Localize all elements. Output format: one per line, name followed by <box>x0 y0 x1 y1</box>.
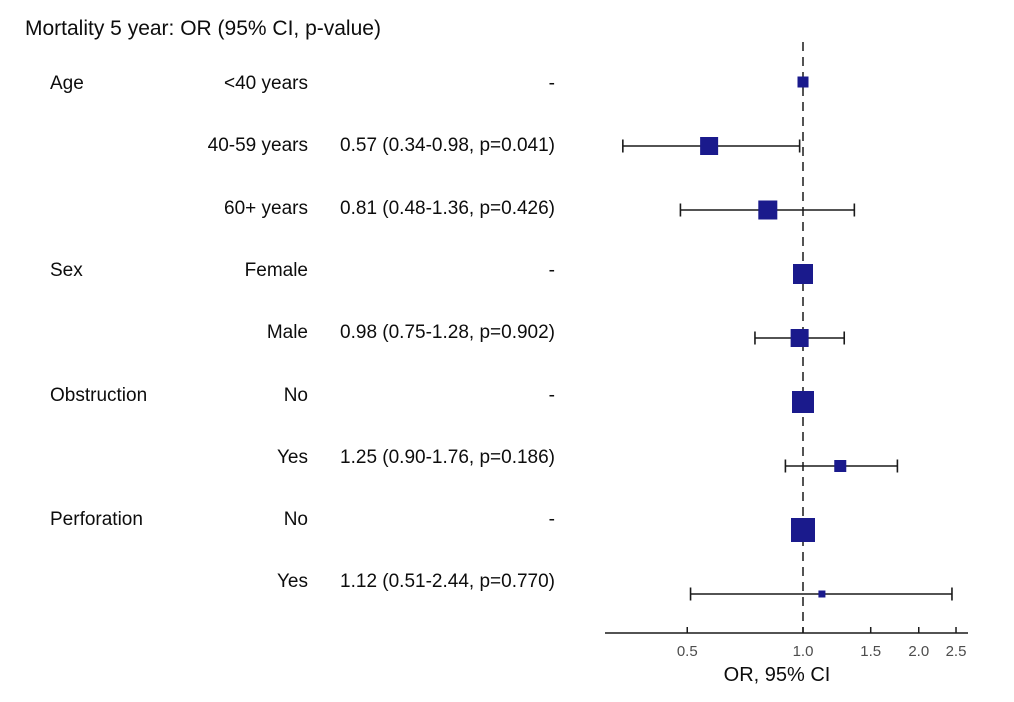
table-row: Male 0.98 (0.75-1.28, p=0.902) <box>0 320 600 346</box>
level-label: No <box>283 384 308 406</box>
estimate-label: 1.12 (0.51-2.44, p=0.770) <box>340 571 555 593</box>
table-row: Perforation No - <box>0 507 600 533</box>
estimate-label: 1.25 (0.90-1.76, p=0.186) <box>340 446 555 468</box>
estimate-label: - <box>548 509 555 531</box>
x-axis-title: OR, 95% CI <box>724 664 831 686</box>
or-box <box>818 590 826 598</box>
estimate-label: 0.98 (0.75-1.28, p=0.902) <box>340 322 555 344</box>
or-box <box>700 137 719 155</box>
table-row: Sex Female - <box>0 258 600 284</box>
axis-tick-label: 0.5 <box>677 643 698 660</box>
or-box <box>834 460 847 472</box>
axis-tick-label: 1.0 <box>793 643 814 660</box>
or-box <box>797 76 809 88</box>
level-label: 60+ years <box>224 197 308 219</box>
or-box <box>791 518 815 542</box>
axis-tick-label: 2.5 <box>946 643 967 660</box>
group-label: Perforation <box>50 509 143 531</box>
estimate-label: 0.57 (0.34-0.98, p=0.041) <box>340 135 555 157</box>
plot-title: Mortality 5 year: OR (95% CI, p-value) <box>25 17 381 40</box>
table-row: 60+ years 0.81 (0.48-1.36, p=0.426) <box>0 196 600 222</box>
estimate-label: - <box>548 259 555 281</box>
estimate-label: 0.81 (0.48-1.36, p=0.426) <box>340 197 555 219</box>
table-row: Age <40 years - <box>0 71 600 97</box>
table-row: 40-59 years 0.57 (0.34-0.98, p=0.041) <box>0 133 600 159</box>
estimate-label: - <box>548 384 555 406</box>
level-label: 40-59 years <box>207 135 308 157</box>
group-label: Age <box>50 73 84 94</box>
axis-tick-label: 2.0 <box>908 643 929 660</box>
level-label: Yes <box>277 571 308 593</box>
or-box <box>758 200 778 220</box>
group-label: Obstruction <box>50 384 148 406</box>
or-box <box>793 264 813 284</box>
or-box <box>790 329 809 347</box>
or-box <box>792 391 814 413</box>
level-label: Female <box>244 259 308 281</box>
group-label: Sex <box>50 259 83 281</box>
table-row: Yes 1.12 (0.51-2.44, p=0.770) <box>0 569 600 595</box>
estimate-label: - <box>548 73 555 94</box>
table-row: Obstruction No - <box>0 383 600 409</box>
table-row: Yes 1.25 (0.90-1.76, p=0.186) <box>0 445 600 471</box>
axis-tick-label: 1.5 <box>860 643 881 660</box>
level-label: Male <box>266 322 308 344</box>
level-label: Yes <box>277 446 308 468</box>
level-label: No <box>283 509 308 531</box>
level-label: <40 years <box>224 73 308 94</box>
